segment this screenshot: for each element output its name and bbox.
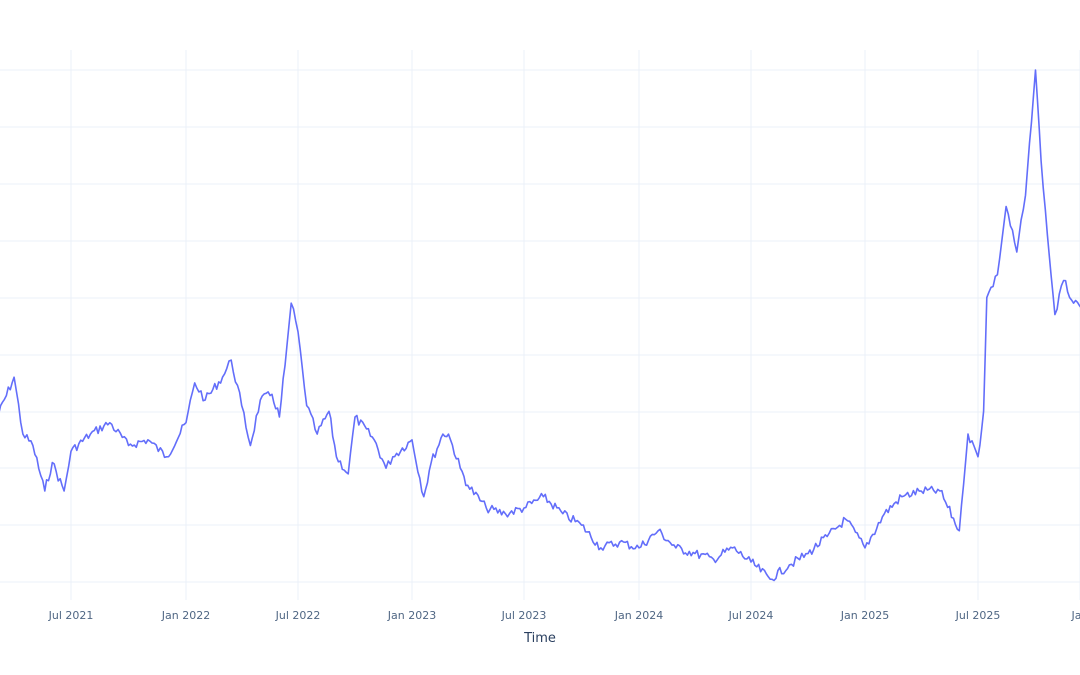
x-tick-label: Jan 2023 bbox=[387, 609, 436, 622]
x-tick-label: Jan 2022 bbox=[161, 609, 210, 622]
x-axis-ticks: Jul 2021 Jan 2022 Jul 2022 Jan 2023 Jul 2023… bbox=[48, 609, 1080, 622]
data-series bbox=[0, 69, 1080, 582]
x-tick-label: Jul 2023 bbox=[501, 609, 547, 622]
x-tick-label: Jul 2025 bbox=[955, 609, 1001, 622]
x-tick-label: Jan 2024 bbox=[614, 609, 663, 622]
x-tick-label: Jul 2024 bbox=[728, 609, 774, 622]
x-tick-label: Jul 2021 bbox=[48, 609, 94, 622]
series-line bbox=[0, 69, 1080, 582]
x-tick-label: Jul 2022 bbox=[275, 609, 321, 622]
x-axis-title: Time bbox=[523, 631, 556, 646]
x-tick-label: Jan bbox=[1071, 609, 1080, 622]
gridlines bbox=[0, 50, 1080, 600]
x-tick-label: Jan 2025 bbox=[840, 609, 889, 622]
